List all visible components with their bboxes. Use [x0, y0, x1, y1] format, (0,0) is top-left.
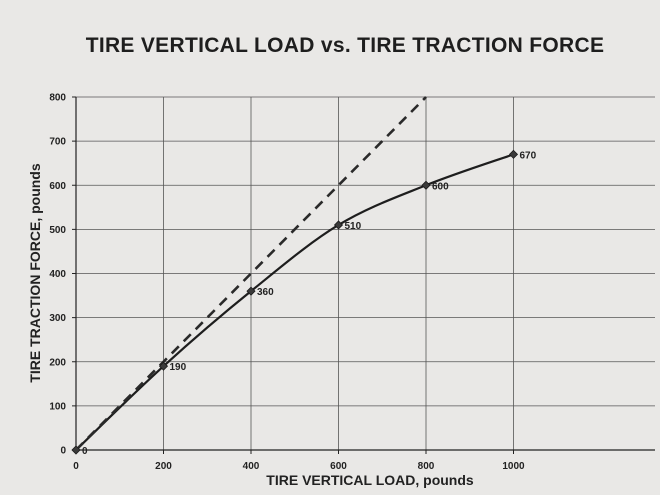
diamond-marker: [71, 445, 81, 455]
diamond-marker: [508, 149, 519, 159]
diamond-marker: [421, 180, 431, 190]
dashed-reference-line: [75, 96, 427, 451]
y-axis-title: TIRE TRACTION FORCE, pounds: [27, 163, 43, 383]
grid-lines: [76, 96, 655, 450]
y-tick-label: 700: [49, 137, 66, 148]
data-label: 360: [257, 287, 274, 298]
axes: [72, 96, 655, 454]
data-labels: 0 190 360 510 600 670: [82, 150, 537, 457]
y-tick-label: 0: [60, 446, 66, 457]
chart-title: TIRE VERTICAL LOAD vs. TIRE TRACTION FOR…: [85, 34, 605, 57]
x-tick-label: 200: [155, 461, 172, 472]
y-tick-label: 500: [49, 225, 66, 236]
data-label: 600: [432, 181, 449, 192]
x-tick-label: 400: [243, 461, 260, 472]
y-tick-label: 300: [49, 313, 66, 324]
diamond-marker: [246, 286, 256, 296]
data-label: 0: [82, 446, 88, 457]
x-axis-title: TIRE VERTICAL LOAD, pounds: [266, 472, 474, 488]
y-tick-label: 400: [49, 269, 66, 280]
y-tick-label: 800: [49, 93, 66, 104]
y-tick-label: 200: [49, 357, 66, 368]
y-tick-labels: 0 100 200 300 400 500 600 700 800: [49, 93, 66, 457]
y-tick-label: 100: [49, 401, 66, 412]
data-label: 190: [170, 362, 187, 373]
data-label: 670: [520, 150, 537, 161]
x-tick-label: 600: [330, 461, 347, 472]
x-tick-label: 1000: [502, 461, 525, 472]
x-tick-label: 0: [73, 461, 79, 472]
diamond-marker: [333, 220, 344, 230]
x-tick-labels: 0 200 400 600 800 1000: [73, 461, 525, 472]
x-tick-label: 800: [418, 461, 435, 472]
data-label: 510: [345, 221, 362, 232]
y-tick-label: 600: [49, 181, 66, 192]
data-markers: [71, 149, 519, 455]
diamond-marker: [158, 361, 169, 371]
